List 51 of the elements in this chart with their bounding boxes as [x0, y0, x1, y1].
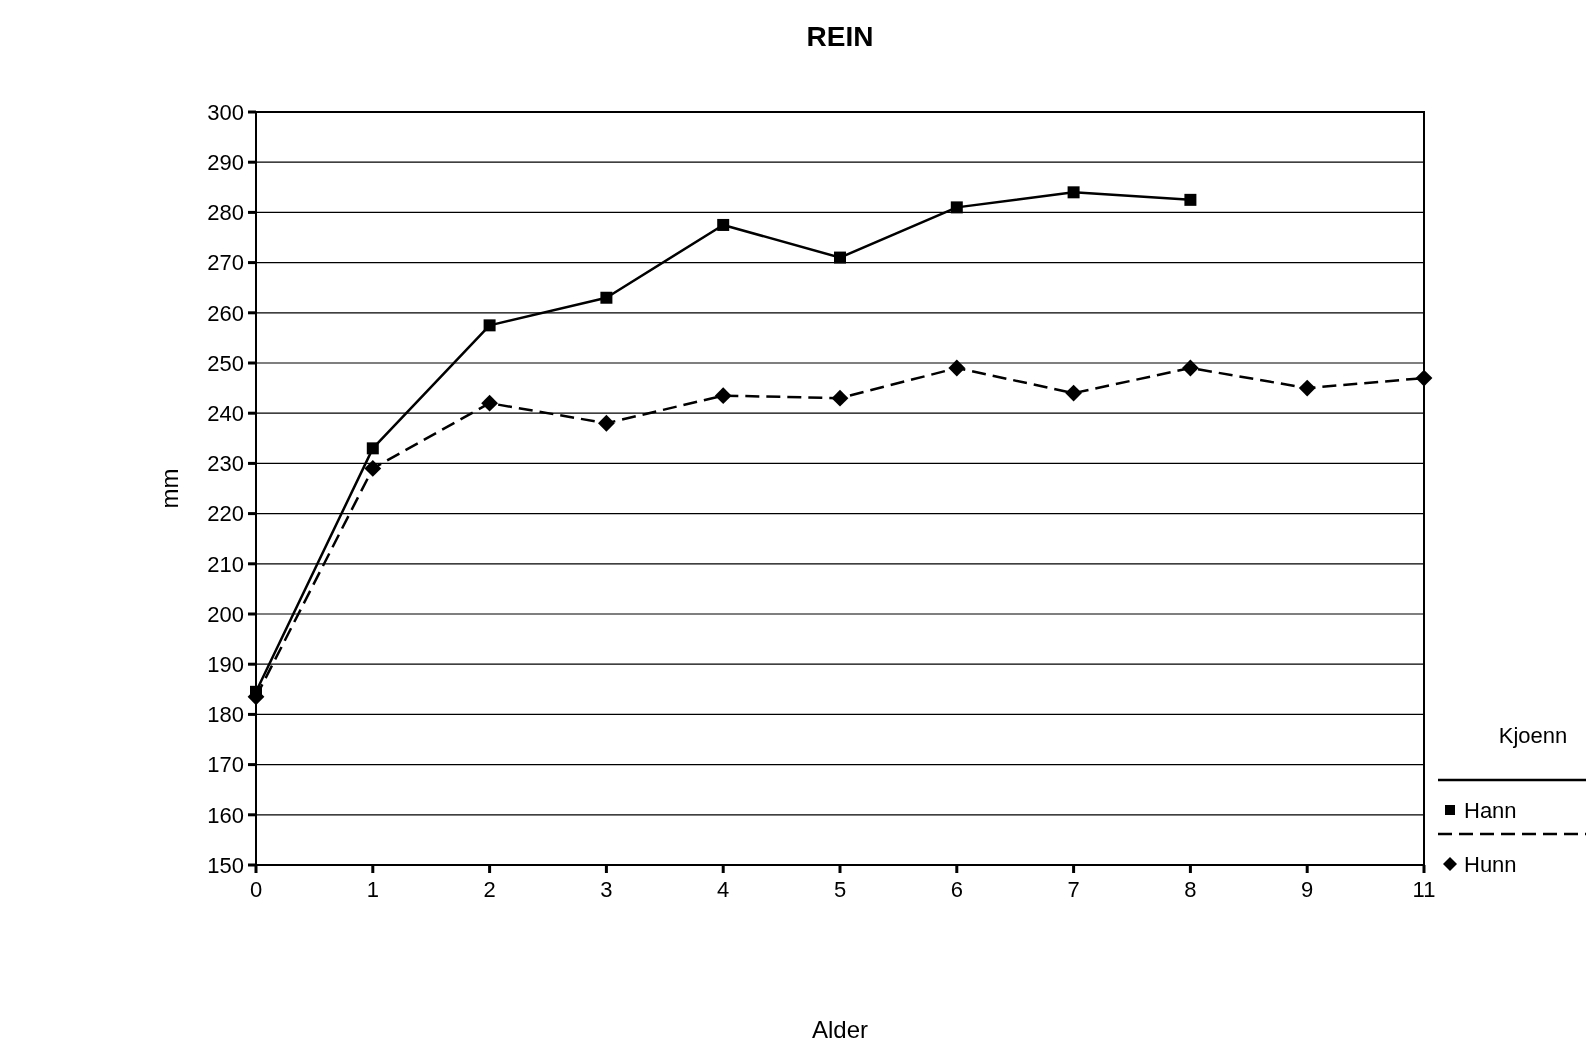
x-tick-label: 7: [1067, 877, 1080, 902]
x-tick-label: 0: [249, 877, 263, 902]
point: [714, 387, 732, 405]
point: [483, 319, 496, 332]
y-tick-label: 170: [207, 752, 244, 778]
point: [1184, 193, 1197, 206]
legend-title: Kjoenn: [1498, 723, 1568, 748]
x-axis-title: Alder: [811, 1016, 869, 1043]
point: [481, 394, 498, 412]
y-tick-label: 290: [207, 149, 244, 175]
y-tick-label: 230: [207, 451, 244, 477]
point: [834, 251, 846, 264]
y-tick-label: 250: [207, 350, 244, 376]
x-tick-label: 1: [366, 877, 379, 902]
point: [364, 460, 382, 477]
x-tick-label: 11: [1412, 877, 1436, 902]
point: [831, 389, 849, 407]
x-tick-label: 3: [600, 877, 613, 902]
x-tick-label: 6: [950, 877, 963, 902]
y-tick-label: 220: [207, 501, 244, 527]
point: [1298, 379, 1316, 397]
x-tick-label: 8: [1184, 877, 1197, 902]
y-axis-title: mm: [156, 468, 183, 509]
point: [950, 201, 963, 214]
point: [948, 359, 966, 377]
y-tick-label: 270: [207, 250, 244, 276]
y-tick-label: 260: [207, 300, 244, 326]
y-tick-label: 240: [207, 400, 244, 426]
y-tick-label: 200: [207, 601, 244, 627]
y-tick-label: 190: [207, 651, 244, 677]
point: [1065, 384, 1082, 402]
x-tick-label: 5: [833, 877, 847, 902]
point: [1182, 359, 1199, 377]
chart-title: REIN: [806, 21, 874, 52]
y-tick-label: 150: [207, 852, 244, 878]
y-tick-label: 160: [207, 802, 244, 828]
point: [1415, 369, 1433, 387]
x-tick-label: 4: [717, 877, 730, 902]
y-tick-label: 210: [207, 551, 244, 577]
legend-label: Hann: [1464, 797, 1517, 823]
point: [1067, 186, 1080, 199]
point: [600, 291, 613, 304]
x-tick-label: 9: [1301, 877, 1314, 902]
point: [366, 442, 379, 455]
x-tick-label: 2: [483, 877, 496, 902]
point: [717, 218, 730, 231]
point: [598, 414, 615, 432]
y-tick-label: 180: [207, 702, 244, 728]
legend-label: Hunn: [1464, 851, 1517, 877]
y-tick-label: 300: [207, 99, 244, 125]
y-tick-label: 280: [207, 200, 244, 226]
